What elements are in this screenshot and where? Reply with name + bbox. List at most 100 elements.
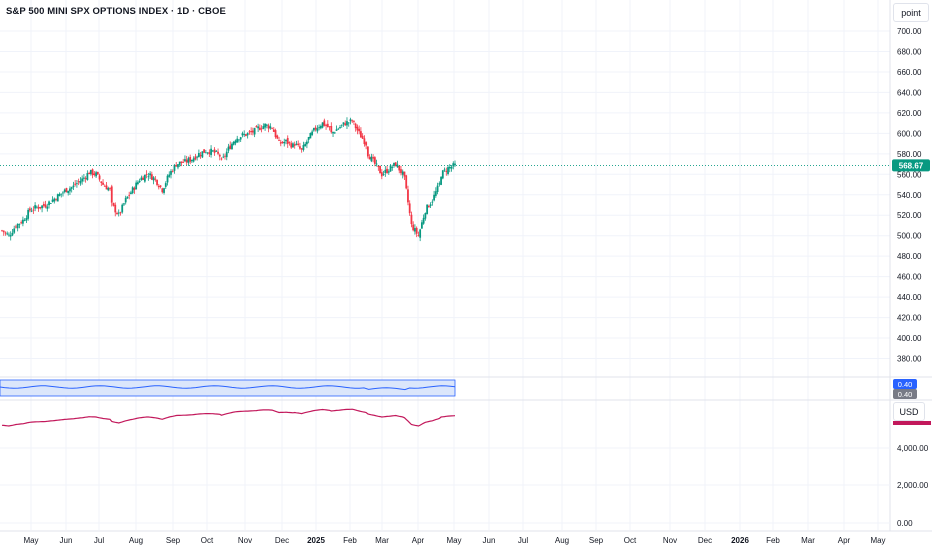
candle-body [76,183,78,185]
candle-body [62,192,64,194]
candle-body [191,159,193,162]
candle-body [37,207,40,209]
candle-body [438,183,441,185]
candle-body [236,138,239,143]
candle-body [84,178,87,179]
candle-body [124,197,127,203]
candle-body [363,138,366,145]
candle-body [427,205,430,208]
price-tick-label: 580.00 [897,150,922,159]
candle-body [211,150,214,152]
candle-body [173,164,176,171]
candle-body [353,120,355,122]
price-tick-label: 480.00 [897,252,922,261]
candle-body [18,223,21,225]
unit-button[interactable]: point [893,3,929,22]
candle-body [204,152,207,154]
candle-body [27,209,30,219]
candle-body [4,232,7,234]
candle-body [269,126,272,129]
candle-body [126,196,129,199]
candle-body [253,128,256,135]
candle-body [117,212,120,214]
candle-body [372,157,375,159]
candle-body [434,191,437,196]
candle-body [74,183,77,185]
last-price-label: 568.67 [899,161,924,170]
candle-body [227,146,230,151]
candle-body [161,188,164,193]
candle-body [333,132,336,134]
candle-body [180,161,183,163]
candle-body [433,194,435,201]
candle-body [285,139,287,142]
candle-body [260,128,263,130]
candle-body [8,234,10,236]
candle-body [398,165,401,171]
candle-body [133,187,136,190]
candle-body [91,169,94,176]
candle-body [302,145,305,150]
candle-body [70,187,73,189]
candle-body [224,155,226,157]
candle-body [319,126,322,129]
candle-body [103,185,106,187]
candle-body [30,210,33,212]
candle-body [185,159,188,163]
candle-body [375,163,378,165]
candle-body [137,182,139,185]
candle-body [150,174,153,180]
time-axis-label: May [870,536,885,545]
candle-body [245,134,247,136]
candle-body [109,188,111,189]
candle-body [130,192,132,195]
candle-body [128,194,131,196]
candle-body [292,143,294,148]
candle-body [89,169,92,175]
last-price-badge [892,159,930,172]
candle-body [196,156,199,158]
candle-body [379,165,381,174]
candle-body [250,131,253,133]
candle-body [20,222,23,224]
candle-body [417,235,420,237]
candle-body [264,123,266,128]
candle-body [325,124,327,126]
candle-body [163,188,165,193]
candle-body [361,135,364,139]
candle-body [2,230,5,233]
candle-body [251,130,254,133]
candle-body [339,127,341,129]
candle-body [307,137,310,140]
candle-body [408,203,411,214]
lower-pane-value-marker [893,421,931,425]
candle-body [255,126,258,128]
candle-body [95,172,97,177]
candle-body [138,180,141,183]
candle-body [384,169,387,173]
candle-body [39,206,42,208]
time-axis-label: Nov [663,536,677,545]
candle-body [194,156,197,160]
candle-body [23,220,26,221]
candle-body [42,203,45,206]
candle-body [13,228,16,233]
candle-body [203,149,206,153]
currency-button[interactable]: USD [893,402,925,421]
candle-body [316,128,319,132]
indicator-value-badge [893,389,917,399]
candle-body [119,212,122,214]
price-tick-label: 680.00 [897,47,922,56]
time-axis-label: Oct [624,536,637,545]
candle-body [337,128,340,130]
candle-body [184,159,186,162]
candle-body [431,201,434,203]
candle-body [262,126,265,129]
price-tick-label: 460.00 [897,273,922,282]
price-tick-label: 640.00 [897,88,922,97]
candle-body [448,166,451,169]
candle-body [405,175,408,189]
candle-body [403,171,406,177]
